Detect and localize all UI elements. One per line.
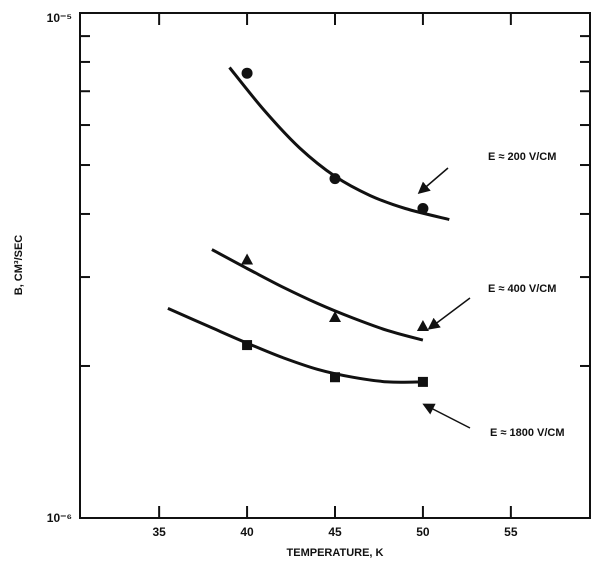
y-tick-label-top: 10⁻⁵ xyxy=(47,11,72,25)
x-tick-label: 50 xyxy=(416,525,430,539)
fit-curve-1 xyxy=(228,66,450,221)
x-tick-label: 45 xyxy=(328,525,342,539)
x-tick-label: 55 xyxy=(504,525,518,539)
series-arrow-2 xyxy=(427,297,471,330)
triangle-point xyxy=(329,311,341,323)
plot-frame xyxy=(79,12,591,519)
y-axis-title: B, CM³/SEC xyxy=(13,235,25,296)
square-point xyxy=(330,372,340,383)
square-point xyxy=(242,340,253,351)
triangle-point xyxy=(241,253,254,265)
x-axis-title: TEMPERATURE, K xyxy=(287,547,384,559)
data-points xyxy=(241,67,429,387)
series-label-3: E ≈ 1800 V/CM xyxy=(490,427,565,439)
x-tick-label: 35 xyxy=(152,525,166,539)
triangle-point xyxy=(416,319,429,331)
series-label-2: E ≈ 400 V/CM xyxy=(488,283,556,295)
x-tick-label: 40 xyxy=(240,525,254,539)
circle-point xyxy=(329,173,341,185)
series-label-1: E ≈ 200 V/CM xyxy=(488,151,556,163)
circle-point xyxy=(241,67,253,79)
series-arrow-3 xyxy=(422,403,471,429)
fit-curves xyxy=(167,66,450,384)
fit-curve-3 xyxy=(167,307,423,384)
axis-ticks: 35 40 45 50 55 xyxy=(80,12,590,539)
y-tick-label-bottom: 10⁻⁶ xyxy=(47,511,72,525)
fit-curve-2 xyxy=(211,248,424,342)
circle-point xyxy=(417,203,429,215)
series-arrow-1 xyxy=(417,167,449,194)
square-point xyxy=(417,376,428,387)
series-annotations: E ≈ 200 V/CM E ≈ 400 V/CM E ≈ 1800 V/CM xyxy=(417,151,565,439)
